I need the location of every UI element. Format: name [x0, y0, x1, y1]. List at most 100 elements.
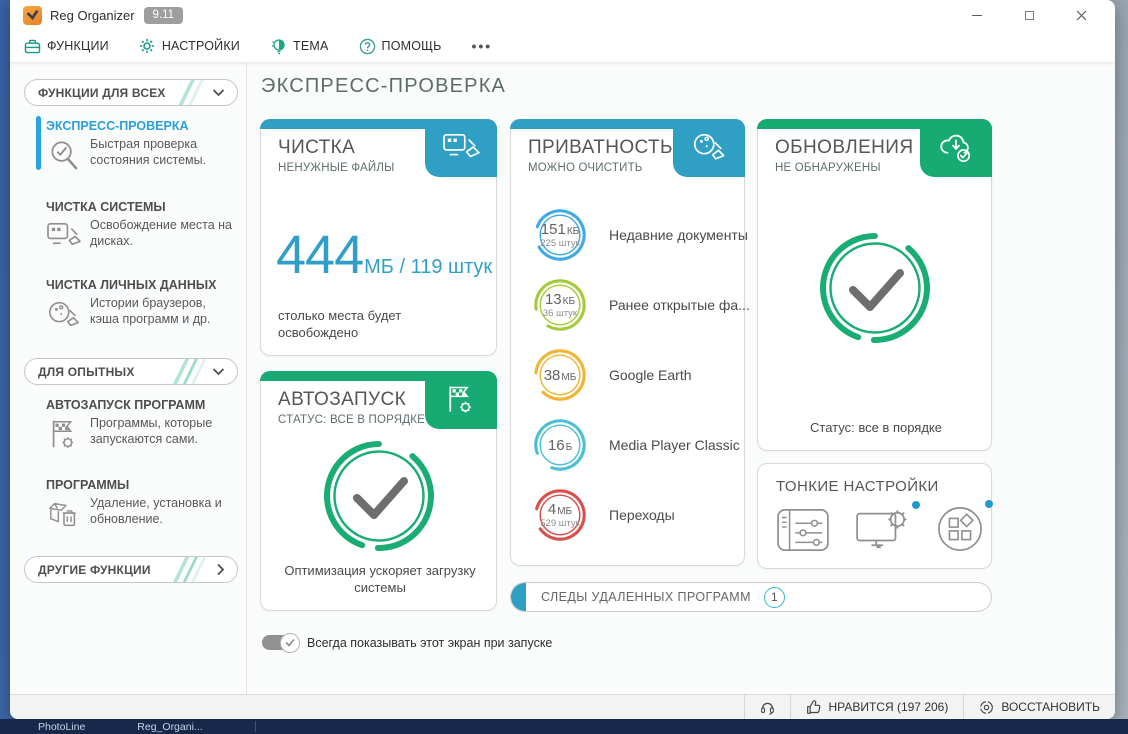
apps-circle-icon[interactable] [936, 500, 993, 558]
sidebar-group-for-experienced[interactable]: ДЛЯ ОПЫТНЫХ [24, 358, 238, 385]
app-title: Reg Organizer [50, 7, 135, 23]
updates-card[interactable]: ОБНОВЛЕНИЯ НЕ ОБНАРУЖЕНЫ Статус: все в п… [757, 119, 992, 451]
privacy-card[interactable]: ПРИВАТНОСТЬ МОЖНО ОЧИСТИТЬ 151 КБ 225 штук… [510, 119, 750, 566]
sidebar-group-functions-for-all[interactable]: ФУНКЦИИ ДЛЯ ВСЕХ [24, 79, 238, 106]
menu-label: ПОМОЩЬ [381, 39, 442, 53]
sidebar: ФУНКЦИИ ДЛЯ ВСЕХ ЭКСПРЕСС-ПРОВЕРКА Быстр… [10, 63, 247, 694]
updates-footer: Статус: все в порядке [810, 420, 942, 436]
lightbulb-icon [270, 38, 287, 55]
chevron-right-icon [217, 563, 225, 576]
page-title: ЭКСПРЕСС-ПРОВЕРКА [261, 75, 507, 97]
cleanup-footer: столько места будет освобождено [278, 307, 402, 341]
monitor-gear-icon[interactable] [855, 501, 920, 557]
updates-status-check [758, 228, 991, 348]
sidebar-item-autorun-programs[interactable]: АВТОЗАПУСК ПРОГРАММ Программы, которые з… [46, 398, 236, 458]
support-button[interactable] [744, 695, 790, 719]
magnifier-check-icon [46, 136, 90, 180]
minimize-button[interactable] [951, 0, 1003, 30]
card-accent-strip [757, 119, 992, 129]
cleanup-card[interactable]: ЧИСТКА НЕНУЖНЫЕ ФАЙЛЫ 444 МБ / 119 штук с… [260, 119, 497, 356]
sidebar-item-programs[interactable]: ПРОГРАММЫ Удаление, установка и обновлен… [46, 478, 236, 536]
privacy-gauge: 4 МБ 529 штук [531, 486, 589, 544]
chevron-down-icon [212, 368, 225, 376]
status-bar: НРАВИТСЯ (197 206) ВОССТАНОВИТЬ [10, 694, 1115, 719]
toggle-knob [280, 632, 300, 653]
privacy-gauge: 38 МБ [531, 346, 589, 404]
menu-functions[interactable]: ФУНКЦИИ [24, 38, 109, 55]
mask-broom-icon [46, 295, 90, 338]
autorun-footer: Оптимизация ускоряет загрузку системы [284, 562, 476, 596]
flag-gear-icon [449, 386, 471, 413]
help-icon [359, 38, 376, 55]
menu-label: ТЕМА [293, 39, 329, 53]
version-badge: 9.11 [143, 6, 184, 24]
privacy-item-google-earth[interactable]: 38 МБ Google Earth [531, 340, 734, 410]
privacy-tab-icon-area [673, 119, 745, 177]
show-at-startup-toggle[interactable] [262, 632, 300, 653]
sidebar-item-private-data-cleanup[interactable]: ЧИСТКА ЛИЧНЫХ ДАННЫХ Истории браузеров, … [46, 278, 236, 338]
cleanup-size-value: 444 МБ / 119 штук [276, 225, 493, 285]
stripes-decor [173, 557, 205, 582]
menu-label: ФУНКЦИИ [47, 39, 109, 53]
sidebar-item-express-check[interactable]: ЭКСПРЕСС-ПРОВЕРКА Быстрая проверка состо… [36, 116, 236, 180]
privacy-gauge: 16 Б [531, 416, 589, 474]
card-accent-strip [260, 371, 497, 381]
menu-settings[interactable]: НАСТРОЙКИ [139, 38, 240, 55]
app-window: Reg Organizer 9.11 ФУНКЦИИ НАСТРОЙКИ [10, 0, 1115, 719]
cloud-download-check-icon [940, 134, 971, 163]
menu-more[interactable]: ••• [472, 38, 493, 54]
mask-broom-icon [693, 133, 725, 160]
privacy-item-recent-documents[interactable]: 151 КБ 225 штук Недавние документы [531, 200, 748, 270]
like-label: НРАВИТСЯ (197 206) [828, 700, 949, 714]
restore-icon [980, 700, 994, 714]
card-accent-strip [260, 119, 497, 129]
like-button[interactable]: НРАВИТСЯ (197 206) [790, 695, 963, 719]
tweaks-card[interactable]: ТОНКИЕ НАСТРОЙКИ [757, 463, 993, 569]
card-accent-strip [510, 119, 745, 129]
updates-tab-icon-area [920, 119, 992, 177]
notification-dot [912, 501, 920, 509]
box-trash-icon [46, 495, 90, 536]
menu-label: НАСТРОЙКИ [161, 39, 240, 53]
privacy-item-transitions[interactable]: 4 МБ 529 штук Переходы [531, 480, 734, 550]
sidebar-item-system-cleanup[interactable]: ЧИСТКА СИСТЕМЫ Освобождение места на дис… [46, 200, 236, 258]
menu-theme[interactable]: ТЕМА [270, 38, 329, 55]
privacy-item-media-player-classic[interactable]: 16 Б Media Player Classic [531, 410, 740, 480]
privacy-gauge: 13 КБ 36 штук [531, 276, 589, 334]
stripes-decor [173, 359, 205, 384]
privacy-item-previously-opened[interactable]: 13 КБ 36 штук Ранее открытые фа... [531, 270, 750, 340]
taskbar-item-reg-organizer[interactable]: Reg_Organi... [137, 720, 203, 733]
autorun-card[interactable]: АВТОЗАПУСК СТАТУС: ВСЕ В ПОРЯДКЕ Оптимиз… [260, 371, 497, 611]
app-logo-icon [23, 5, 42, 25]
main-area: ЭКСПРЕСС-ПРОВЕРКА ЧИСТКА НЕНУЖНЫЕ ФАЙЛЫ … [247, 63, 1115, 694]
monitor-broom-icon [46, 217, 90, 258]
gear-icon [139, 38, 156, 55]
taskbar-separator [254, 721, 256, 732]
notification-dot [985, 500, 993, 508]
sidebar-group-other-functions[interactable]: ДРУГИЕ ФУНКЦИИ [24, 556, 238, 583]
desktop-taskbar: PhotoLine Reg_Organi... [0, 719, 1128, 734]
chevron-down-icon [212, 89, 225, 97]
thumbs-up-icon [807, 699, 821, 714]
maximize-button[interactable] [1003, 0, 1055, 30]
privacy-items: 151 КБ 225 штук Недавние документы 13 КБ 36 … [531, 200, 750, 550]
sliders-panel-icon[interactable] [776, 506, 830, 557]
traces-of-removed-programs-bar[interactable]: СЛЕДЫ УДАЛЕННЫХ ПРОГРАММ 1 [510, 582, 992, 612]
traces-count-badge: 1 [763, 586, 785, 608]
monitor-broom-icon [443, 133, 480, 158]
startup-toggle-row: Всегда показывать этот экран при запуске [262, 632, 553, 653]
toggle-label: Всегда показывать этот экран при запуске [307, 635, 553, 650]
briefcase-icon [24, 38, 41, 55]
autorun-tab-icon-area [425, 371, 497, 429]
flag-gear-icon [46, 415, 90, 458]
taskbar-item-photoline[interactable]: PhotoLine [38, 720, 86, 733]
tweaks-title: ТОНКИЕ НАСТРОЙКИ [776, 478, 939, 495]
menu-bar: ФУНКЦИИ НАСТРОЙКИ ТЕМА ПОМОЩЬ ••• [10, 30, 1115, 63]
close-button[interactable] [1055, 0, 1107, 30]
cleanup-tab-icon-area [425, 119, 497, 177]
restore-label: ВОССТАНОВИТЬ [1001, 700, 1100, 714]
stripes-decor [178, 80, 204, 105]
menu-help[interactable]: ПОМОЩЬ [359, 38, 442, 55]
restore-button[interactable]: ВОССТАНОВИТЬ [963, 695, 1115, 719]
title-bar: Reg Organizer 9.11 [10, 0, 1115, 30]
